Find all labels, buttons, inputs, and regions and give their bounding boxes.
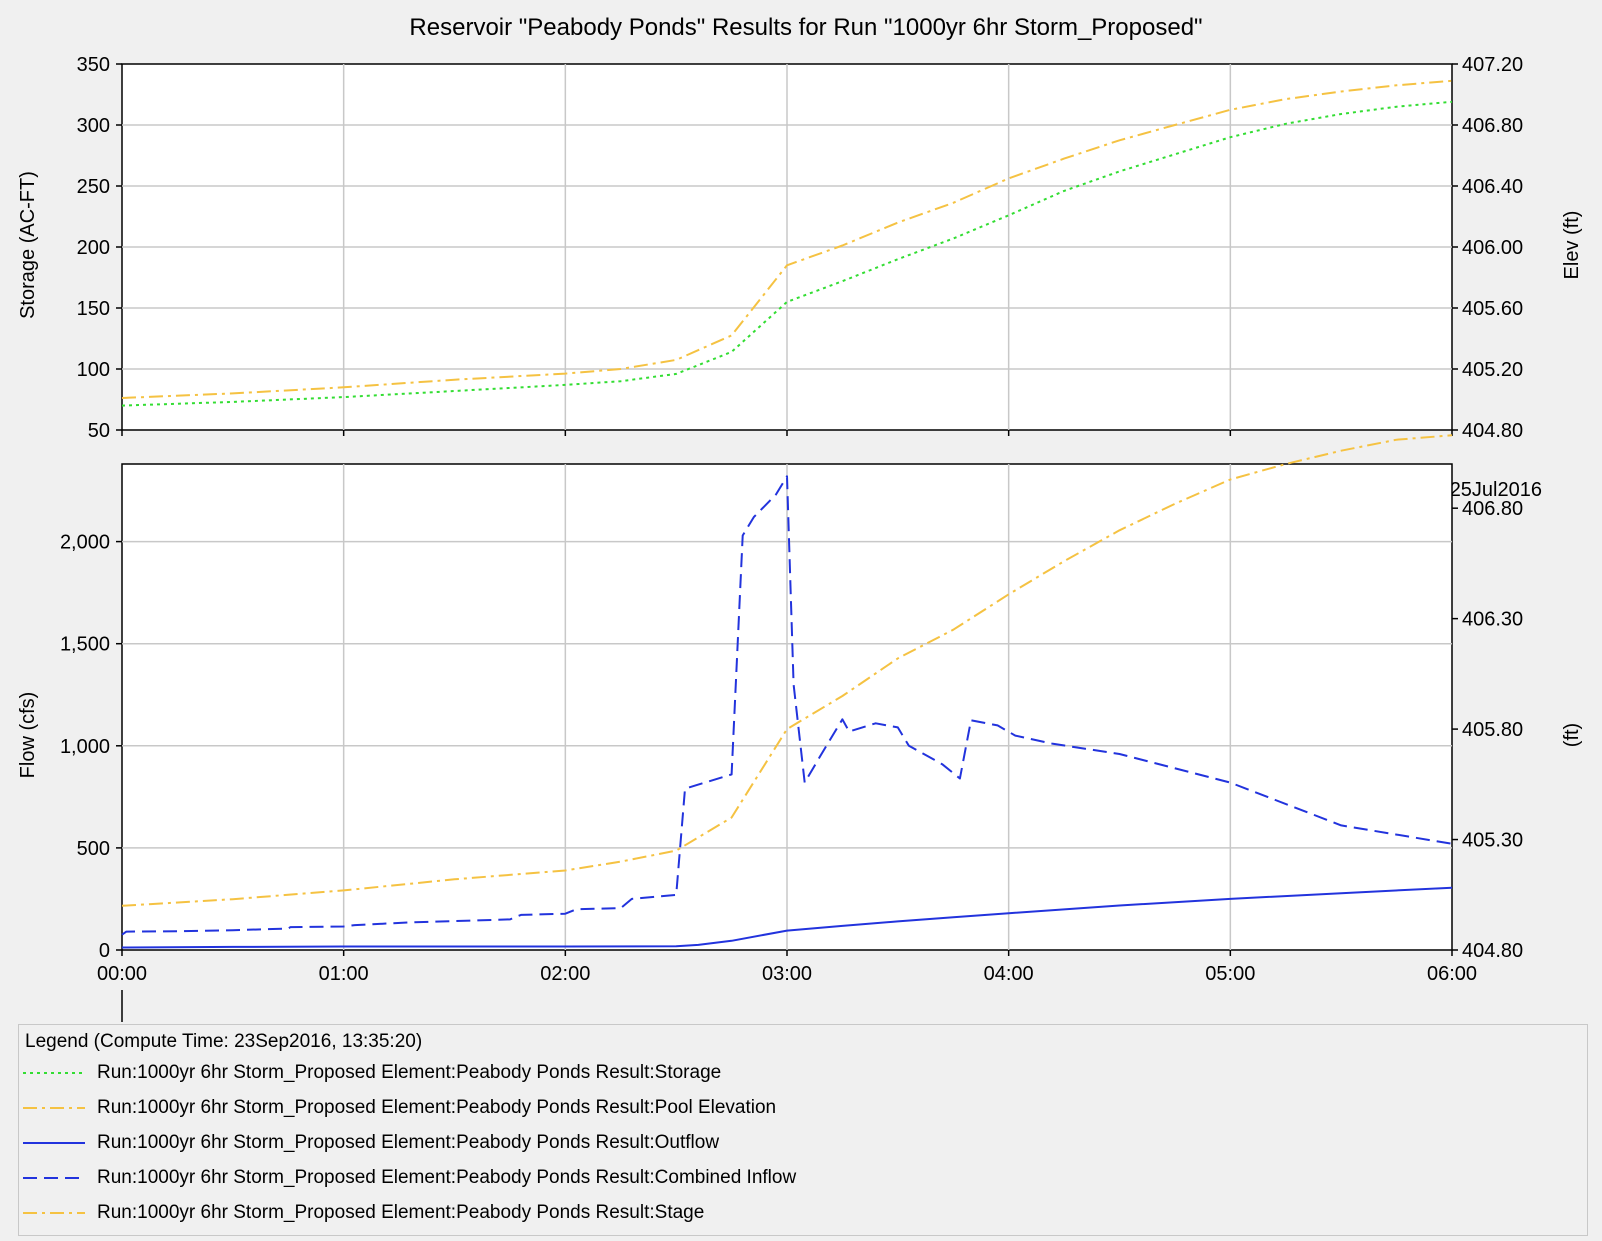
legend-swatch [23,1072,85,1074]
x-tick-label: 06:00 [1427,963,1477,985]
y2-axis-title: (ft) [1561,723,1583,747]
y-tick-label: 250 [77,176,110,198]
legend-swatch [23,1212,85,1214]
series-outflow [121,886,1453,949]
legend-label: Run:1000yr 6hr Storm_Proposed Element:Pe… [97,1202,705,1223]
x-tick-label: 03:00 [762,963,812,985]
y2-axis-title: Elev (ft) [1561,211,1583,280]
x-tick-label: 04:00 [984,963,1034,985]
legend-swatch [23,1107,85,1109]
panel-2: 00:00 01:00 02:00 03:00 04:00 05:00 06:00 0 500 1… [17,434,1583,985]
legend-label: Run:1000yr 6hr Storm_Proposed Element:Pe… [97,1062,722,1083]
y-tick-label: 100 [77,359,110,381]
legend-label: Run:1000yr 6hr Storm_Proposed Element:Pe… [97,1167,797,1188]
y2-tick-label: 405.80 [1462,719,1523,741]
panel-1: 25Jul2016 50 100 150 200 250 300 350 404.80 405.2… [17,54,1583,501]
legend-entry: Run:1000yr 6hr Storm_Proposed Element:Pe… [19,1129,1019,1159]
y-tick-label: 350 [77,54,110,76]
y-tick-label: 150 [77,298,110,320]
legend-panel: Legend (Compute Time: 23Sep2016, 13:35:2… [18,1024,1588,1236]
y2-tick-label: 404.80 [1462,940,1523,962]
y-tick-label: 1,000 [60,736,110,758]
x-date-label: 25Jul2016 [1450,479,1542,501]
y-tick-label: 2,000 [60,532,110,554]
legend-entry: Run:1000yr 6hr Storm_Proposed Element:Pe… [19,1094,1019,1124]
series-combined-inflow [121,475,1453,936]
y2-tick-label: 406.30 [1462,609,1523,631]
legend-swatch [23,1177,85,1179]
legend-label: Run:1000yr 6hr Storm_Proposed Element:Pe… [97,1132,720,1153]
y-axis-title: Flow (cfs) [17,692,39,779]
y2-tick-label: 405.60 [1462,298,1523,320]
chart-panels: 25Jul2016 50 100 150 200 250 300 350 404.80 405.2… [17,54,1583,1022]
y2-tick-label: 406.00 [1462,237,1523,259]
y2-tick-label: 407.20 [1462,54,1523,76]
series-stage [121,434,1453,907]
legend-entry: Run:1000yr 6hr Storm_Proposed Element:Pe… [19,1059,1019,1089]
y-tick-label: 50 [88,420,110,442]
x-tick-label: 01:00 [319,963,369,985]
y-tick-label: 300 [77,115,110,137]
chart-title: Reservoir "Peabody Ponds" Results for Ru… [409,14,1202,41]
legend-label: Run:1000yr 6hr Storm_Proposed Element:Pe… [97,1097,777,1118]
series-pool-elevation [121,79,1453,399]
y2-tick-label: 406.80 [1462,115,1523,137]
y2-tick-label: 406.80 [1462,498,1523,520]
y2-tick-label: 405.30 [1462,830,1523,852]
legend-title: Legend (Compute Time: 23Sep2016, 13:35:2… [25,1031,423,1052]
x-tick-label: 05:00 [1205,963,1255,985]
y2-tick-label: 405.20 [1462,359,1523,381]
y-tick-label: 0 [99,940,110,962]
legend-entry: Run:1000yr 6hr Storm_Proposed Element:Pe… [19,1199,1019,1229]
y2-tick-label: 406.40 [1462,176,1523,198]
x-tick-label: 00:00 [97,963,147,985]
x-tick-label: 02:00 [540,963,590,985]
y2-tick-label: 404.80 [1462,420,1523,442]
y-tick-label: 500 [77,838,110,860]
y-axis-title: Storage (AC-FT) [17,171,39,319]
legend-swatch [23,1142,85,1144]
y-tick-label: 200 [77,237,110,259]
y-tick-label: 1,500 [60,634,110,656]
legend-entry: Run:1000yr 6hr Storm_Proposed Element:Pe… [19,1164,1019,1194]
